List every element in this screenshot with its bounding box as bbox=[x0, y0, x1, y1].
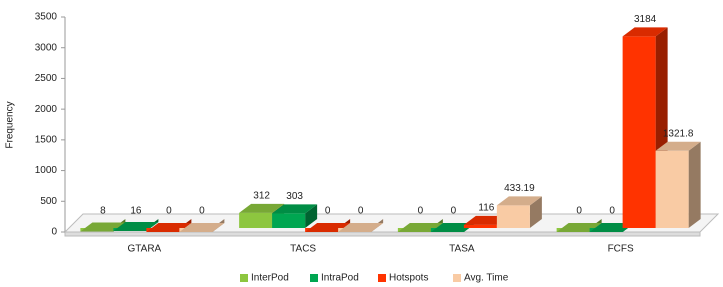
bar-front bbox=[655, 150, 689, 228]
value-label: 16 bbox=[130, 206, 142, 217]
legend-swatch bbox=[240, 274, 248, 282]
value-label: 0 bbox=[199, 206, 205, 217]
bar bbox=[338, 219, 384, 232]
y-tick-label: 3000 bbox=[35, 42, 58, 53]
legend-label: InterPod bbox=[251, 273, 289, 284]
bar bbox=[655, 141, 701, 228]
x-tick-label: FCFS bbox=[608, 244, 634, 255]
legend-label: Avg. Time bbox=[464, 273, 509, 284]
bar-top bbox=[179, 223, 225, 232]
bar-top bbox=[239, 203, 285, 213]
x-tick-label: TASA bbox=[449, 244, 475, 255]
bar-top bbox=[622, 27, 668, 37]
value-label: 303 bbox=[286, 191, 303, 202]
value-label: 8 bbox=[100, 206, 106, 217]
legend-swatch bbox=[378, 274, 386, 282]
y-tick-label: 1500 bbox=[35, 134, 58, 145]
bar bbox=[272, 204, 318, 228]
value-label: 0 bbox=[358, 206, 364, 217]
legend-swatch bbox=[453, 274, 461, 282]
bar-top bbox=[655, 141, 701, 151]
x-tick-label: TACS bbox=[290, 244, 316, 255]
y-tick-label: 2500 bbox=[35, 73, 58, 84]
value-label: 0 bbox=[576, 206, 582, 217]
x-tick-label: GTARA bbox=[128, 244, 162, 255]
legend-label: IntraPod bbox=[321, 273, 359, 284]
bar-top bbox=[338, 223, 384, 232]
bar-front bbox=[622, 36, 656, 228]
y-tick-label: 2000 bbox=[35, 104, 58, 115]
legend-label: Hotspots bbox=[389, 273, 428, 284]
y-axis-label: Frequency bbox=[5, 101, 16, 148]
value-label: 0 bbox=[418, 206, 424, 217]
value-label: 0 bbox=[166, 206, 172, 217]
value-label: 1321.8 bbox=[663, 128, 694, 139]
bar-side bbox=[688, 141, 701, 228]
bar bbox=[179, 219, 225, 232]
bar-front bbox=[463, 224, 497, 228]
bar-front bbox=[239, 212, 273, 228]
y-tick-label: 500 bbox=[40, 196, 57, 207]
y-tick-label: 1000 bbox=[35, 165, 58, 176]
value-label: 0 bbox=[609, 206, 615, 217]
bar-front bbox=[496, 205, 530, 228]
bar-top bbox=[496, 196, 542, 206]
value-label: 433.19 bbox=[504, 183, 535, 194]
bar bbox=[496, 196, 542, 228]
y-tick-label: 3500 bbox=[35, 12, 58, 23]
value-label: 116 bbox=[478, 203, 494, 214]
value-label: 0 bbox=[325, 206, 331, 217]
value-label: 312 bbox=[253, 190, 270, 201]
bar-side bbox=[529, 196, 542, 228]
legend-swatch bbox=[310, 274, 318, 282]
bar-front bbox=[272, 213, 306, 228]
y-tick-label: 0 bbox=[51, 227, 57, 238]
value-label: 0 bbox=[451, 206, 457, 217]
value-label: 3184 bbox=[634, 14, 657, 25]
bar-side bbox=[305, 204, 318, 228]
floor-edge bbox=[64, 231, 701, 237]
bar-top bbox=[272, 204, 318, 214]
